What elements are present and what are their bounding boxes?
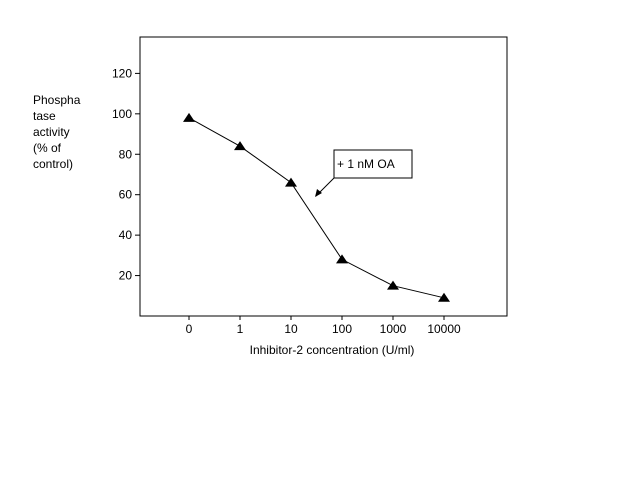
series-line: [188, 117, 445, 299]
x-tick-label: 10000: [427, 322, 461, 336]
data-point-marker: [438, 292, 450, 302]
data-point-marker: [183, 112, 195, 122]
y-axis-label-line: control): [33, 157, 73, 171]
y-tick-label: 40: [119, 228, 133, 242]
annotation-text: + 1 nM OA: [337, 157, 395, 171]
y-axis-label-line: activity: [33, 125, 70, 139]
x-tick-label: 1000: [380, 322, 407, 336]
x-axis-label: Inhibitor-2 concentration (U/ml): [250, 343, 415, 357]
annotation-oa: + 1 nM OA: [315, 149, 413, 197]
data-point-marker: [387, 280, 399, 290]
annotation-arrowhead: [315, 189, 322, 197]
series-markers: [183, 112, 450, 302]
y-tick-label: 120: [112, 66, 132, 80]
annotation-box: [333, 149, 413, 179]
x-tick-label: 0: [186, 322, 193, 336]
y-tick-label: 80: [119, 147, 133, 161]
y-axis-label-line: (% of: [33, 141, 62, 155]
data-point-marker: [285, 177, 297, 187]
y-tick-label: 60: [119, 188, 133, 202]
data-point-marker: [336, 254, 348, 264]
y-axis-label-line: Phospha: [33, 93, 81, 107]
x-tick-label: 1: [237, 322, 244, 336]
plot-frame: [139, 36, 508, 317]
x-tick-label: 10: [284, 322, 298, 336]
y-axis-label: Phospha tase activity (% of control): [33, 93, 81, 171]
y-axis: 20 40 60 80 100 120: [112, 66, 140, 283]
y-tick-label: 100: [112, 107, 132, 121]
y-tick-label: 20: [119, 269, 133, 283]
x-tick-label: 100: [332, 322, 352, 336]
y-axis-label-line: tase: [33, 109, 56, 123]
x-axis: 0 1 10 100 1000 10000: [186, 316, 461, 336]
data-point-marker: [234, 141, 246, 151]
